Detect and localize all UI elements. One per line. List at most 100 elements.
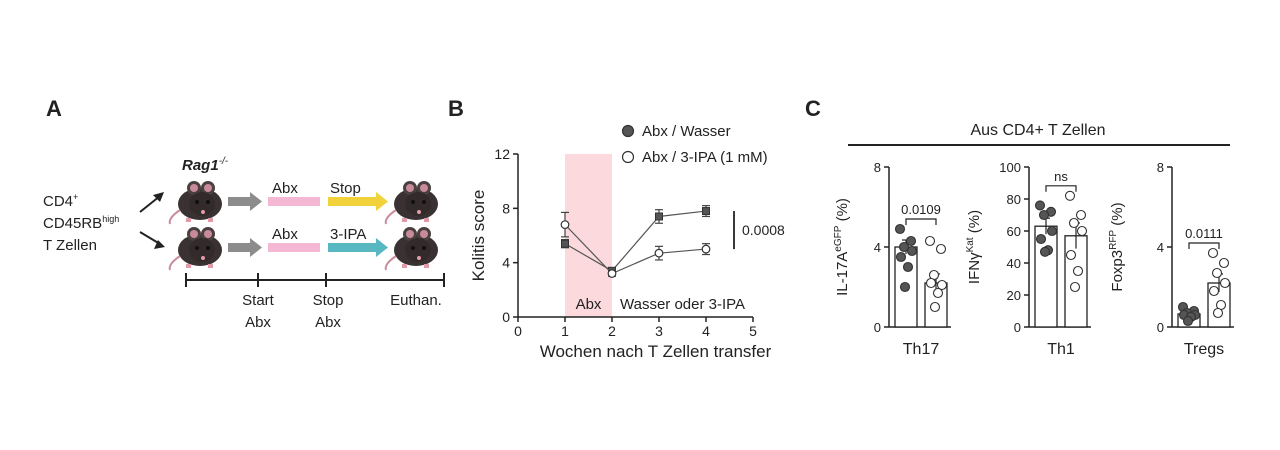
- teal-arrow-bottom-icon: [328, 238, 388, 257]
- mouse-top-start: [168, 180, 223, 225]
- data-point-open: [1072, 265, 1084, 277]
- bar-1: [1064, 235, 1088, 328]
- x-tick-label: 2: [608, 323, 616, 339]
- data-point-filled: [1034, 200, 1046, 211]
- y-tick-label: 80: [1007, 192, 1021, 207]
- data-point-filled: [1035, 233, 1047, 245]
- bottom-arrow1-label: Abx: [272, 226, 298, 243]
- y-tick-label: 12: [494, 146, 510, 162]
- y-tick-label: 8: [502, 200, 510, 216]
- data-point-open: [929, 301, 941, 313]
- shaded-region-label: Abx: [576, 296, 602, 313]
- panel-a-schematic: Rag1-/- CD4+ CD45RBhigh T Zellen Abx Sto…: [43, 156, 445, 331]
- panel-b-letter: B: [448, 96, 464, 121]
- y-tick-label: 100: [999, 160, 1021, 175]
- data-point-open: [1212, 307, 1224, 319]
- cells-label-line2: CD45RBhigh: [43, 214, 119, 232]
- data-point-filled: [1046, 225, 1058, 237]
- x-tick-label: 4: [702, 323, 710, 339]
- cells-label-line3: T Zellen: [43, 237, 97, 254]
- legend-marker: [621, 150, 635, 164]
- grey-arrow-top-icon: [228, 192, 262, 211]
- data-point-open: [1208, 285, 1220, 297]
- grey-arrow-bottom-icon: [228, 238, 262, 257]
- yellow-arrow-top-icon: [328, 192, 388, 211]
- data-point-open: [1207, 247, 1219, 259]
- mouse-strain-label: Rag1-/-: [182, 156, 229, 174]
- data-point-open: [1076, 225, 1088, 237]
- data-point-filled: [898, 241, 910, 253]
- timeline-label-stop-2: Abx: [315, 314, 341, 331]
- significance-bracket: [1188, 242, 1220, 249]
- top-arrow1-label: Abx: [272, 180, 298, 197]
- mouse-top-end: [384, 180, 439, 225]
- data-point-filled: [902, 261, 914, 273]
- data-point-filled: [895, 251, 907, 263]
- panel-c-letter: C: [805, 96, 821, 121]
- series-line-0: [564, 210, 707, 272]
- y-tick-label: 8: [874, 160, 881, 175]
- x-tick-label: 5: [749, 323, 757, 339]
- data-point-filled: [1038, 209, 1050, 221]
- data-point-open: [1218, 257, 1230, 269]
- x-category-label: Tregs: [1184, 341, 1224, 358]
- data-point-open: [1219, 277, 1231, 289]
- panel-a-letter: A: [46, 96, 62, 121]
- x-tick-label: 3: [655, 323, 663, 339]
- timeline-label-end: Euthan.: [390, 292, 442, 309]
- data-point-filled: [1182, 315, 1194, 327]
- x-category-label: Th1: [1047, 341, 1075, 358]
- data-point-filled: [899, 281, 911, 293]
- y-tick-label: 4: [1157, 240, 1164, 255]
- bottom-arrow2-label: 3-IPA: [330, 226, 366, 243]
- data-point-open: [654, 248, 664, 258]
- abx-bar-bottom: [268, 243, 320, 252]
- significance-label: ns: [1054, 169, 1068, 184]
- panel-c-tregs-chart: 0 4 8 Foxp3RFP (%) 0.0111 Tregs: [1108, 160, 1234, 358]
- panel-c-header: Aus CD4+ T Zellen: [848, 122, 1230, 146]
- significance-bracket: [905, 218, 937, 225]
- data-point-open: [1065, 249, 1077, 261]
- x-tick-label: 1: [561, 323, 569, 339]
- data-point-open: [925, 277, 937, 289]
- data-point-open: [1064, 190, 1076, 201]
- y-tick-label: 0: [1014, 320, 1021, 335]
- y-tick-label: 0: [874, 320, 881, 335]
- cells-label-line1: CD4+: [43, 192, 78, 210]
- data-point-open: [701, 244, 711, 254]
- panel-c-th17-chart: 0 4 8 IL-17AeGFP (%) 0.0109 Th17: [833, 160, 951, 358]
- timeline-label-start-2: Abx: [245, 314, 271, 331]
- data-point-open: [560, 220, 570, 230]
- y-axis-title: Kolitis score: [469, 190, 488, 282]
- y-tick-label: 0: [502, 309, 510, 325]
- mouse-bottom-end: [384, 226, 439, 271]
- data-point-filled: [561, 239, 569, 248]
- panel-c-header-text: Aus CD4+ T Zellen: [970, 122, 1105, 139]
- y-tick-label: 4: [502, 255, 510, 271]
- data-point-filled: [906, 245, 918, 257]
- legend-marker: [621, 124, 635, 138]
- data-point-filled: [1039, 246, 1051, 257]
- y-axis-title: Foxp3RFP (%): [1108, 202, 1126, 291]
- significance-label: 0.0109: [901, 202, 941, 217]
- data-point-filled: [655, 212, 663, 221]
- y-tick-label: 8: [1157, 160, 1164, 175]
- legend-label: Abx / 3-IPA (1 mM): [642, 149, 768, 166]
- y-axis-title: IL-17AeGFP (%): [833, 198, 851, 296]
- abx-shaded-region: [565, 154, 612, 317]
- data-point-open: [936, 279, 948, 291]
- x-category-label: Th17: [903, 341, 940, 358]
- y-tick-label: 20: [1007, 288, 1021, 303]
- injection-arrow-bottom: [139, 231, 165, 249]
- y-tick-label: 4: [874, 240, 881, 255]
- data-point-open: [1068, 217, 1080, 229]
- data-point-open: [932, 287, 944, 299]
- data-point-filled: [905, 235, 917, 247]
- data-point-open: [1075, 209, 1087, 221]
- x-tick-label: 0: [514, 323, 522, 339]
- timeline-label-start: Start: [242, 292, 275, 309]
- mouse-bottom-start: [168, 226, 223, 271]
- region-label-after: Wasser oder 3-IPA: [620, 296, 745, 313]
- significance-label: 0.0111: [1185, 226, 1223, 241]
